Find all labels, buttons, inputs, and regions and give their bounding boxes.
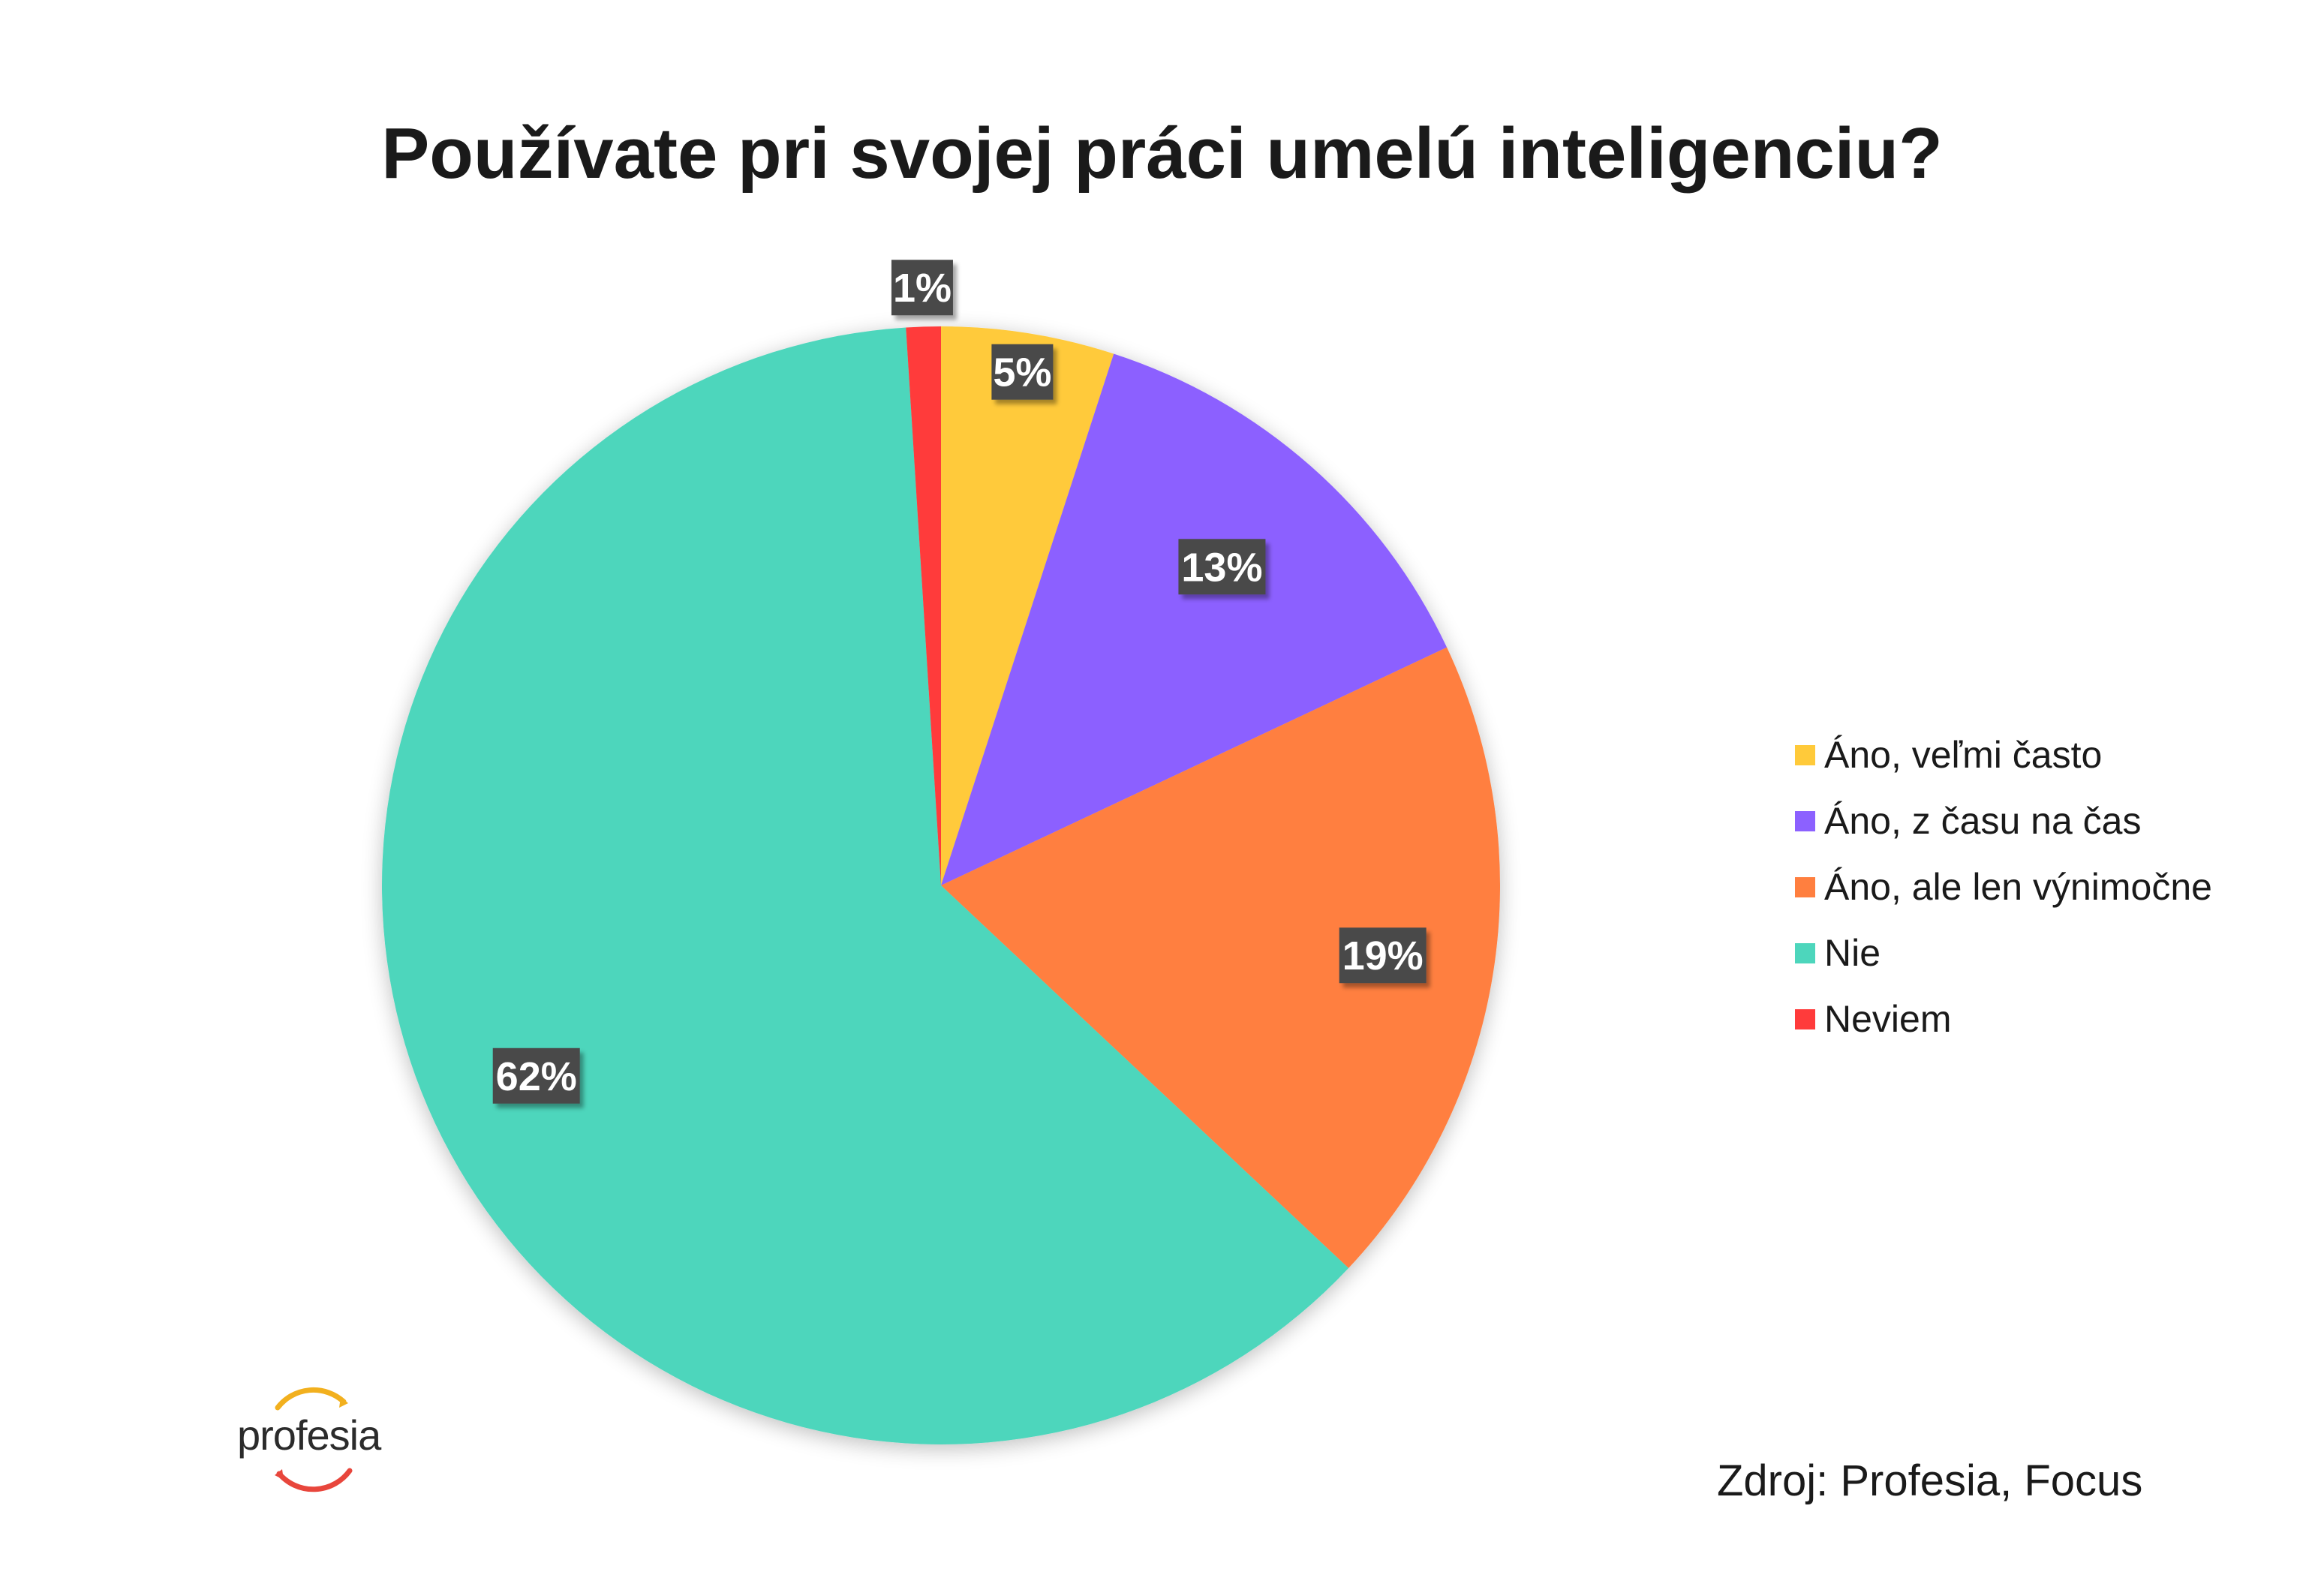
data-label-box (891, 260, 953, 316)
legend-swatch (1795, 942, 1815, 963)
data-label-text: 1% (893, 266, 952, 311)
legend-label: Neviem (1824, 998, 1952, 1040)
slice-sometimes (941, 353, 1448, 885)
profesia-logo: profesia (231, 1375, 396, 1502)
source-note: Zdroj: Profesia, Focus (1717, 1456, 2143, 1505)
legend: Áno, veľmi často Áno, z času na čas Áno,… (1795, 722, 2212, 1052)
data-label-box (1178, 539, 1266, 595)
data-label-box (492, 1047, 580, 1104)
data-label-text: 13% (1181, 545, 1262, 590)
data-label-text: 5% (993, 350, 1051, 395)
slice-dont-know (906, 326, 941, 885)
slice-very-often (941, 326, 1114, 885)
data-label-box (991, 344, 1054, 400)
legend-label: Nie (1824, 932, 1881, 974)
legend-label: Áno, z času na čas (1824, 800, 2142, 842)
data-label: 1% (891, 260, 953, 316)
legend-swatch (1795, 876, 1815, 897)
legend-swatch (1795, 1008, 1815, 1029)
slice-rarely (941, 647, 1501, 1268)
data-label-box (1339, 927, 1427, 984)
chart-title: Používate pri svojej práci umelú intelig… (381, 113, 1943, 194)
data-label: 19% (1339, 927, 1427, 984)
logo-text: profesia (237, 1411, 381, 1459)
data-label-text: 19% (1342, 933, 1424, 978)
legend-item-rarely: Áno, ale len výnimočne (1795, 854, 2212, 920)
legend-item-very-often: Áno, veľmi často (1795, 722, 2212, 788)
data-label: 5% (991, 344, 1054, 400)
legend-item-dont-know: Neviem (1795, 986, 2212, 1052)
legend-item-sometimes: Áno, z času na čas (1795, 788, 2212, 854)
legend-swatch (1795, 810, 1815, 831)
data-label-text: 62% (496, 1054, 577, 1099)
legend-item-no: Nie (1795, 920, 2212, 986)
data-label: 62% (492, 1047, 580, 1104)
legend-swatch (1795, 744, 1815, 765)
data-label: 13% (1178, 539, 1266, 595)
legend-label: Áno, ale len výnimočne (1824, 866, 2212, 908)
logo-arcs-icon (275, 1387, 353, 1492)
legend-label: Áno, veľmi často (1824, 734, 2103, 776)
slice-no (382, 327, 1349, 1444)
